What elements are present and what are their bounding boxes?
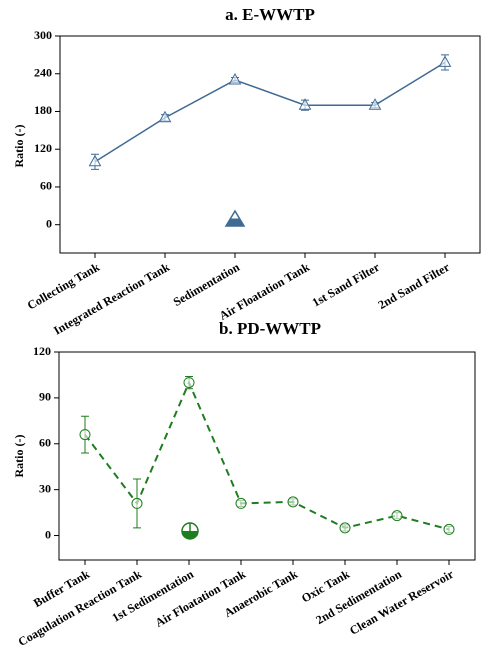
y-tick-label: 240 — [34, 65, 52, 79]
y-tick-label: 120 — [34, 141, 52, 155]
plot-frame — [59, 35, 481, 254]
x-tick-label: 2nd Sand Filter — [376, 260, 453, 312]
y-tick-label: 180 — [34, 103, 52, 117]
plot-frame — [58, 351, 476, 561]
series-line — [94, 61, 446, 163]
symbol — [224, 209, 246, 227]
x-tick-label: 1st Sand Filter — [310, 260, 383, 310]
point — [235, 497, 247, 509]
point — [438, 55, 452, 67]
y-tick-label: 120 — [33, 344, 51, 358]
y-tick-label: 0 — [45, 527, 51, 541]
y-tick-label: 0 — [46, 216, 52, 230]
symbol — [181, 522, 199, 540]
point — [183, 377, 195, 389]
y-tick-label: 60 — [39, 436, 51, 450]
point — [79, 429, 91, 441]
y-tick-label: 30 — [39, 481, 51, 495]
y-axis-label: Ratio (-) — [12, 435, 26, 478]
point — [298, 98, 312, 110]
point — [339, 522, 351, 534]
point — [391, 510, 403, 522]
chart-title: b. PD-WWTP — [219, 319, 321, 338]
point — [158, 110, 172, 123]
point — [228, 72, 242, 85]
x-tick-label: Air Floatation Tank — [153, 567, 248, 630]
y-axis-label: Ratio (-) — [12, 125, 26, 168]
series-line — [84, 380, 450, 531]
y-tick-label: 60 — [40, 179, 52, 193]
point — [368, 98, 382, 110]
chart-title: a. E-WWTP — [225, 5, 315, 24]
y-tick-label: 90 — [39, 390, 51, 404]
point — [131, 497, 143, 509]
point — [443, 523, 455, 535]
point — [88, 154, 102, 167]
point — [287, 496, 299, 508]
x-tick-label: Integrated Reaction Tank — [51, 260, 172, 338]
y-tick-label: 300 — [34, 28, 52, 42]
